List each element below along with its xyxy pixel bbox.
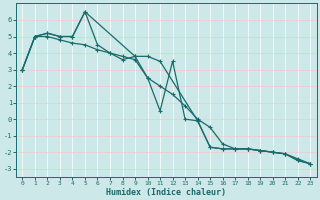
- X-axis label: Humidex (Indice chaleur): Humidex (Indice chaleur): [106, 188, 226, 197]
